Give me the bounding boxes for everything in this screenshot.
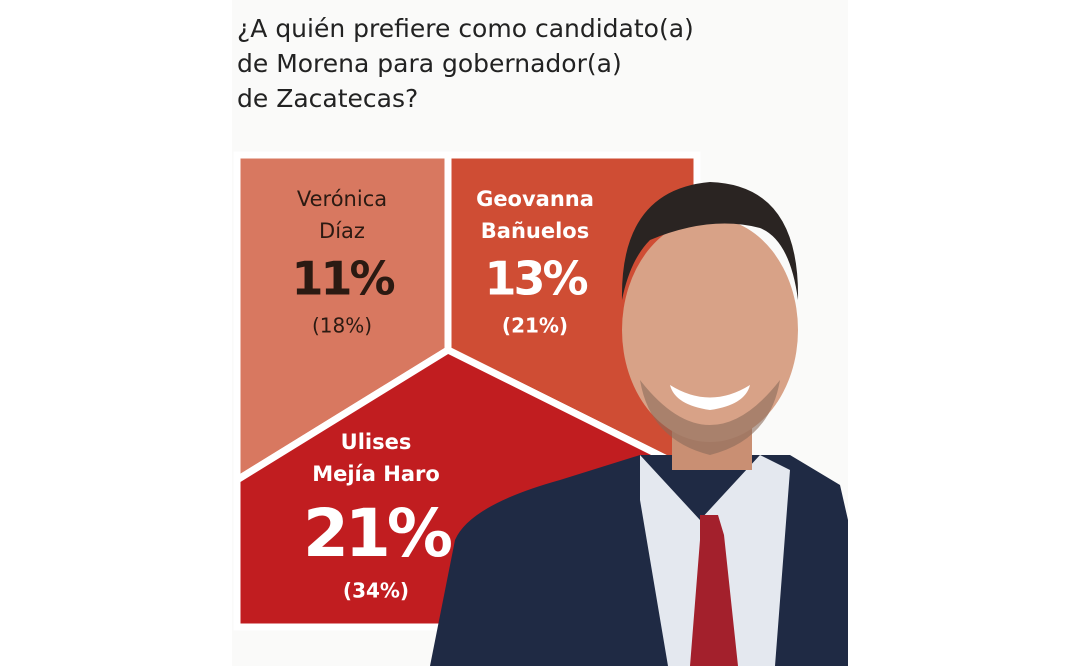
candidate-share: 13% <box>484 252 587 306</box>
candidate-name: Geovanna <box>476 187 594 211</box>
portrait <box>430 182 848 666</box>
title-line: de Morena para gobernador(a) <box>237 49 622 78</box>
candidate-effective: (21%) <box>502 314 568 338</box>
candidate-name: Díaz <box>319 219 365 243</box>
title-line: ¿A quién prefiere como candidato(a) <box>237 14 694 43</box>
candidate-effective: (34%) <box>343 579 409 603</box>
candidate-share: 11% <box>291 252 394 306</box>
candidate-name: Bañuelos <box>481 219 589 243</box>
candidate-name: Verónica <box>297 187 387 211</box>
candidate-name: Ulises <box>341 430 412 454</box>
candidate-share: 21% <box>303 495 452 572</box>
title-line: de Zacatecas? <box>237 84 418 113</box>
candidate-effective: (18%) <box>312 314 372 338</box>
candidate-name: Mejía Haro <box>312 462 440 486</box>
